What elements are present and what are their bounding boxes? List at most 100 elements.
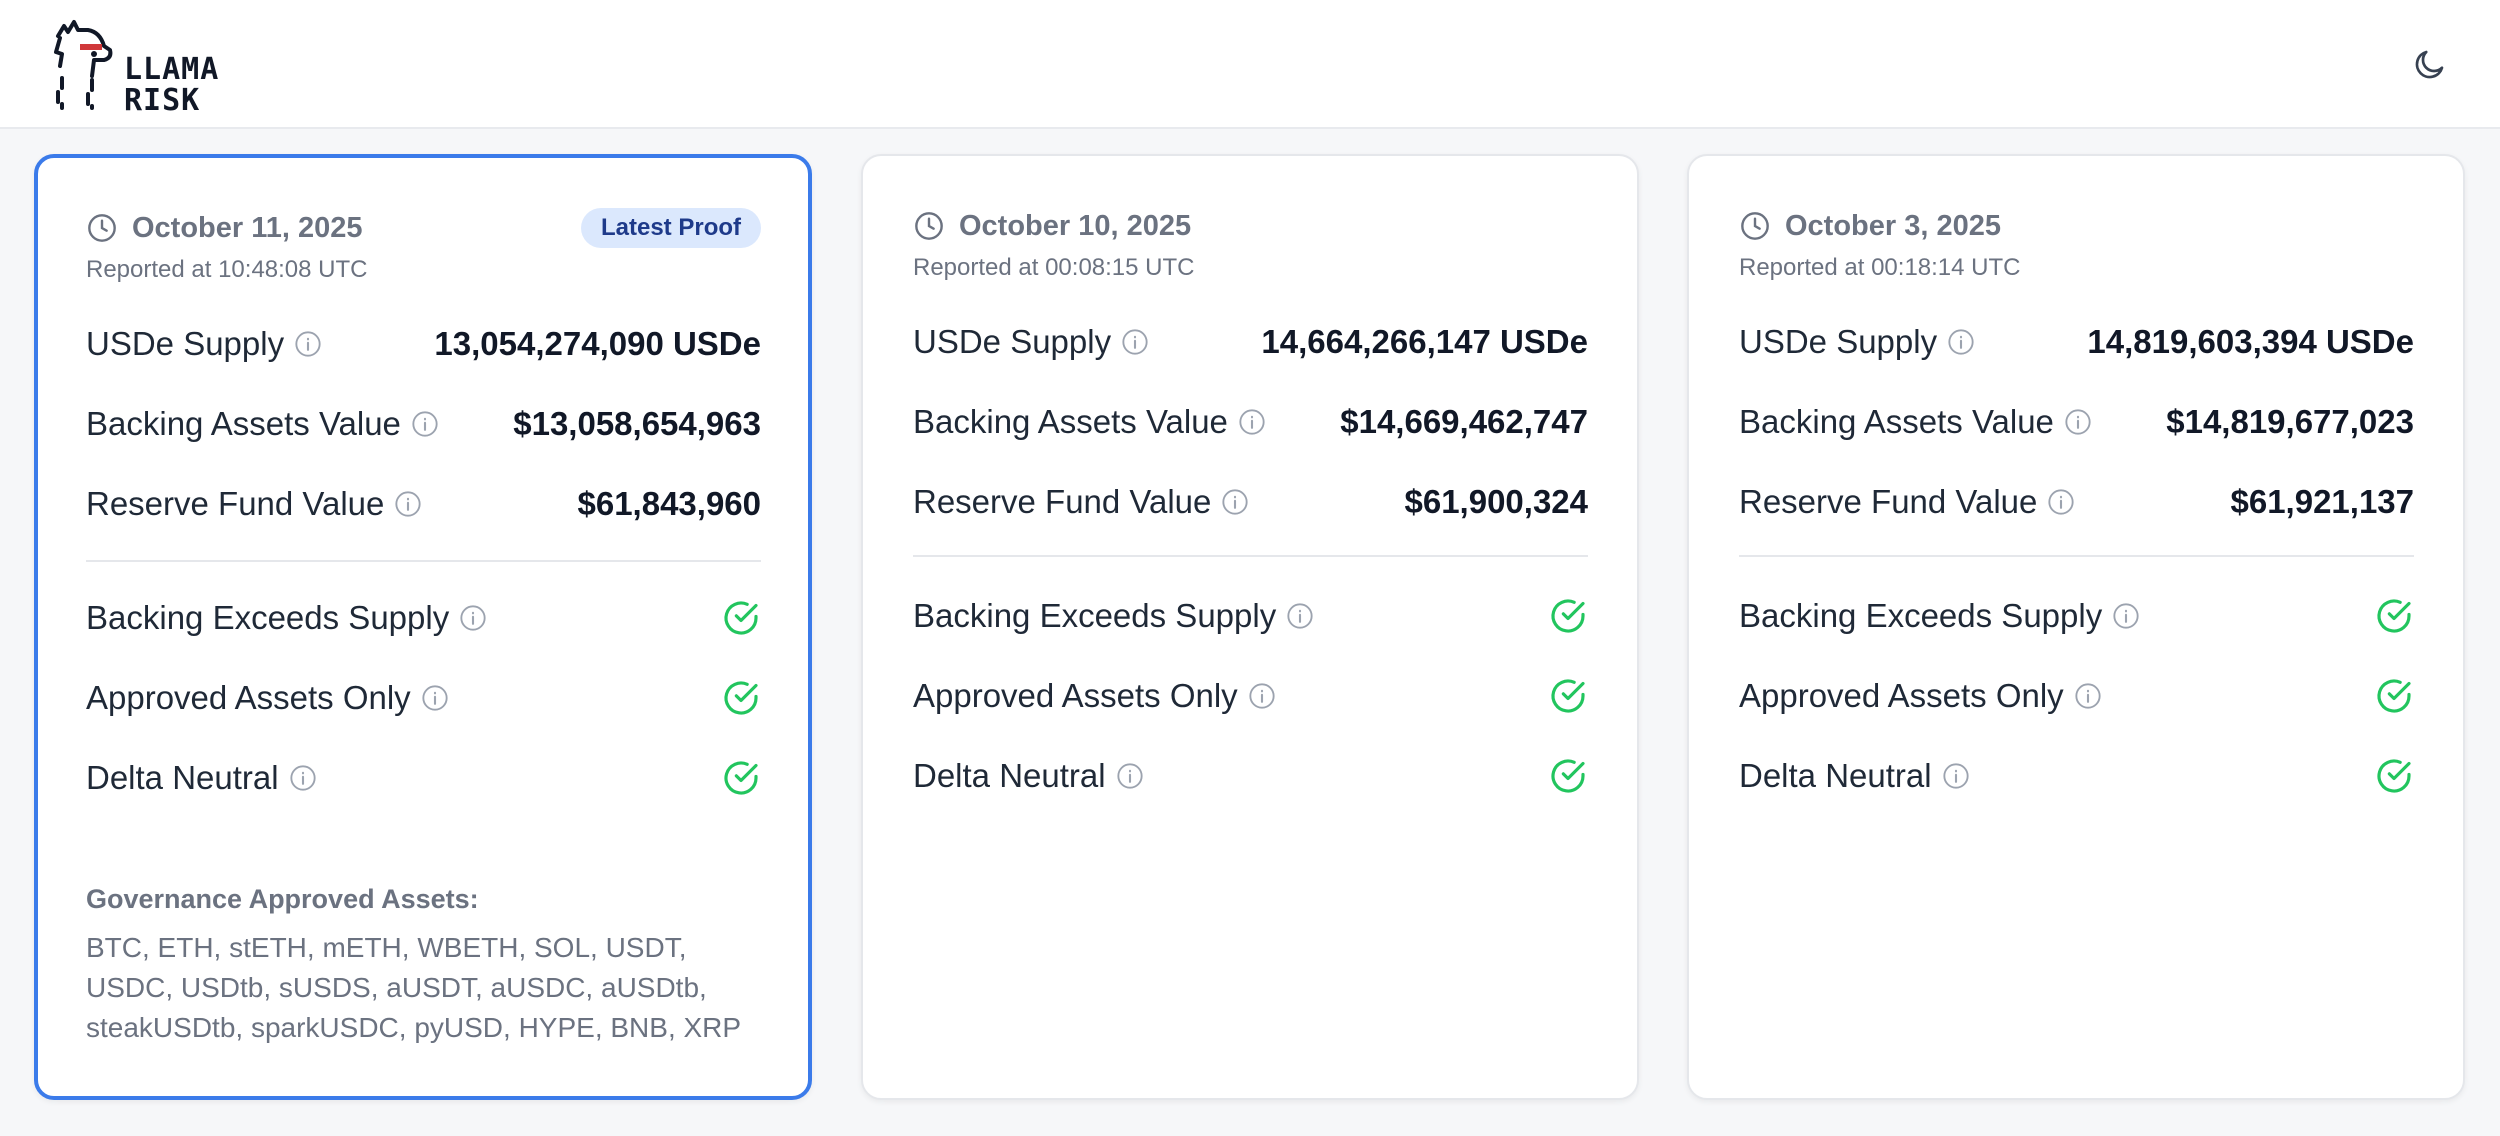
check-circle-icon	[724, 681, 758, 715]
check-circle-icon	[724, 601, 758, 635]
metric-value: $14,669,462,747	[1340, 403, 1588, 440]
metric-value: $61,843,960	[577, 485, 761, 522]
info-icon[interactable]	[459, 604, 487, 632]
card-date: October 10, 2025	[959, 209, 1192, 242]
info-icon[interactable]	[2047, 488, 2075, 516]
clock-icon	[1741, 212, 1769, 240]
clock-icon	[915, 212, 943, 240]
latest-proof-badge: Latest Proof	[580, 208, 761, 248]
card-divider	[86, 560, 761, 562]
info-icon[interactable]	[411, 410, 439, 438]
check-label: Backing Exceeds Supply	[86, 599, 450, 636]
info-icon[interactable]	[2064, 408, 2092, 436]
reported-time: Reported at 00:18:14 UTC	[1739, 254, 2021, 281]
llama-icon	[54, 20, 113, 110]
moon-icon	[2415, 50, 2444, 79]
metric-usde-supply: USDe Supply 13,054,274,090 USDe	[86, 322, 761, 366]
llama-risk-logo[interactable]: LLAMA RISK	[48, 18, 218, 116]
check-delta-neutral: Delta Neutral	[1739, 754, 2414, 798]
reported-time: Reported at 10:48:08 UTC	[86, 256, 368, 283]
metric-label: Reserve Fund Value	[913, 483, 1212, 520]
metric-label: USDe Supply	[86, 325, 285, 362]
metric-label: USDe Supply	[1739, 323, 1938, 360]
metric-usde-supply: USDe Supply 14,664,266,147 USDe	[913, 320, 1588, 364]
check-circle-icon	[2377, 679, 2411, 713]
check-circle-icon	[2377, 599, 2411, 633]
top-header: LLAMA RISK	[0, 0, 2500, 129]
metric-backing-assets-value: Backing Assets Value $13,058,654,963	[86, 402, 761, 446]
metric-label: USDe Supply	[913, 323, 1112, 360]
metric-reserve-fund-value: Reserve Fund Value $61,921,137	[1739, 480, 2414, 524]
info-icon[interactable]	[1116, 762, 1144, 790]
info-icon[interactable]	[1248, 682, 1276, 710]
info-icon[interactable]	[394, 490, 422, 518]
metric-label: Backing Assets Value	[913, 403, 1228, 440]
info-icon[interactable]	[1286, 602, 1314, 630]
info-icon[interactable]	[1221, 488, 1249, 516]
metric-reserve-fund-value: Reserve Fund Value $61,900,324	[913, 480, 1588, 524]
metric-value: $13,058,654,963	[513, 405, 761, 442]
check-label: Backing Exceeds Supply	[1739, 597, 2103, 634]
proof-card-2[interactable]: October 10, 2025 Reported at 00:08:15 UT…	[861, 154, 1639, 1100]
card-date-row: October 3, 2025	[1739, 206, 2001, 246]
metric-backing-assets-value: Backing Assets Value $14,819,677,023	[1739, 400, 2414, 444]
check-label: Approved Assets Only	[86, 679, 411, 716]
check-label: Delta Neutral	[913, 757, 1106, 794]
metric-label: Reserve Fund Value	[86, 485, 385, 522]
check-label: Delta Neutral	[86, 759, 279, 796]
check-circle-icon	[1551, 599, 1585, 633]
metric-value: 13,054,274,090 USDe	[434, 325, 761, 362]
card-date-row: October 10, 2025	[913, 206, 1191, 246]
check-label: Delta Neutral	[1739, 757, 1932, 794]
card-divider	[913, 555, 1588, 557]
metric-value: 14,819,603,394 USDe	[2087, 323, 2414, 360]
info-icon[interactable]	[1238, 408, 1266, 436]
check-delta-neutral: Delta Neutral	[913, 754, 1588, 798]
logo-text: LLAMA RISK	[124, 54, 219, 116]
logo-text-line2: RISK	[124, 83, 201, 118]
info-icon[interactable]	[421, 684, 449, 712]
metric-label: Backing Assets Value	[86, 405, 401, 442]
metric-value: $61,900,324	[1404, 483, 1588, 520]
governance-assets-list: BTC, ETH, stETH, mETH, WBETH, SOL, USDT,…	[86, 932, 742, 1043]
info-icon[interactable]	[1121, 328, 1149, 356]
check-approved-assets-only: Approved Assets Only	[1739, 674, 2414, 718]
info-icon[interactable]	[1947, 328, 1975, 356]
proof-card-3[interactable]: October 3, 2025 Reported at 00:18:14 UTC…	[1687, 154, 2465, 1100]
proof-card-1[interactable]: October 11, 2025 Latest Proof Reported a…	[34, 154, 812, 1100]
check-circle-icon	[1551, 679, 1585, 713]
info-icon[interactable]	[2112, 602, 2140, 630]
check-label: Approved Assets Only	[1739, 677, 2064, 714]
check-label: Backing Exceeds Supply	[913, 597, 1277, 634]
card-date: October 11, 2025	[132, 211, 363, 244]
metric-value: 14,664,266,147 USDe	[1261, 323, 1588, 360]
check-circle-icon	[2377, 759, 2411, 793]
metric-value: $14,819,677,023	[2166, 403, 2414, 440]
info-icon[interactable]	[1942, 762, 1970, 790]
check-delta-neutral: Delta Neutral	[86, 756, 761, 800]
clock-icon	[88, 214, 116, 242]
check-label: Approved Assets Only	[913, 677, 1238, 714]
info-icon[interactable]	[289, 764, 317, 792]
info-icon[interactable]	[2074, 682, 2102, 710]
governance-title: Governance Approved Assets:	[86, 884, 479, 914]
check-circle-icon	[724, 761, 758, 795]
card-date: October 3, 2025	[1785, 209, 2001, 242]
check-approved-assets-only: Approved Assets Only	[913, 674, 1588, 718]
card-date-row: October 11, 2025	[86, 208, 363, 248]
check-backing-exceeds-supply: Backing Exceeds Supply	[86, 596, 761, 640]
card-divider	[1739, 555, 2414, 557]
theme-toggle-button[interactable]	[2406, 40, 2454, 88]
metric-usde-supply: USDe Supply 14,819,603,394 USDe	[1739, 320, 2414, 364]
metric-reserve-fund-value: Reserve Fund Value $61,843,960	[86, 482, 761, 526]
metric-backing-assets-value: Backing Assets Value $14,669,462,747	[913, 400, 1588, 444]
reported-time: Reported at 00:08:15 UTC	[913, 254, 1195, 281]
check-circle-icon	[1551, 759, 1585, 793]
check-backing-exceeds-supply: Backing Exceeds Supply	[1739, 594, 2414, 638]
metric-label: Backing Assets Value	[1739, 403, 2054, 440]
logo-text-line1: LLAMA	[124, 52, 220, 87]
check-approved-assets-only: Approved Assets Only	[86, 676, 761, 720]
check-backing-exceeds-supply: Backing Exceeds Supply	[913, 594, 1588, 638]
info-icon[interactable]	[294, 330, 322, 358]
metric-label: Reserve Fund Value	[1739, 483, 2038, 520]
